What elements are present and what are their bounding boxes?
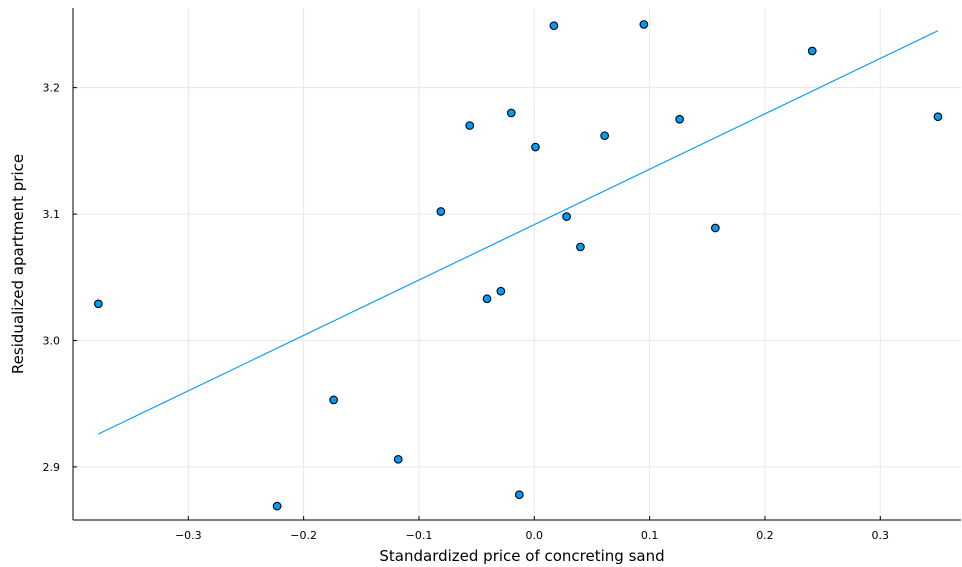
data-point — [506, 108, 516, 118]
data-point — [639, 20, 649, 29]
data-point — [272, 501, 282, 511]
x-tick-label: 0.1 — [641, 529, 659, 542]
y-ticks: 2.9 3.0 3.1 3.2 — [43, 82, 77, 474]
x-axis-label: Standardized price of concreting sand — [379, 547, 664, 565]
x-tick-label: 0.3 — [872, 529, 890, 542]
data-point — [600, 131, 609, 141]
points — [94, 20, 943, 511]
data-point — [436, 207, 446, 216]
data-point — [94, 299, 103, 309]
grid — [73, 8, 961, 520]
data-point — [329, 395, 338, 405]
y-tick-label: 2.9 — [43, 461, 61, 474]
data-point — [549, 21, 559, 31]
y-tick-label: 3.1 — [43, 208, 61, 221]
data-point — [465, 121, 475, 130]
data-point — [675, 114, 684, 124]
data-point — [482, 294, 492, 304]
data-point — [514, 490, 524, 500]
axes — [72, 8, 961, 521]
x-tick-label: 0.2 — [756, 529, 774, 542]
data-point — [711, 223, 720, 233]
y-tick-label: 3.0 — [43, 334, 61, 347]
data-point — [393, 454, 403, 464]
y-axis-label: Residualized apartment price — [9, 154, 27, 374]
data-point — [807, 46, 817, 56]
x-tick-label: −0.2 — [290, 529, 317, 542]
data-point — [531, 142, 540, 152]
x-ticks: −0.3 −0.2 −0.1 0.0 0.1 0.2 0.3 — [175, 516, 889, 542]
x-tick-label: 0.0 — [526, 529, 544, 542]
x-tick-label: −0.3 — [175, 529, 202, 542]
y-tick-label: 3.2 — [43, 82, 61, 95]
fit-line-group — [98, 30, 939, 435]
data-point — [933, 112, 943, 122]
fit-line — [98, 30, 939, 435]
x-tick-label: −0.1 — [406, 529, 433, 542]
data-point — [562, 212, 571, 221]
data-point — [496, 286, 506, 296]
data-point — [576, 242, 585, 252]
